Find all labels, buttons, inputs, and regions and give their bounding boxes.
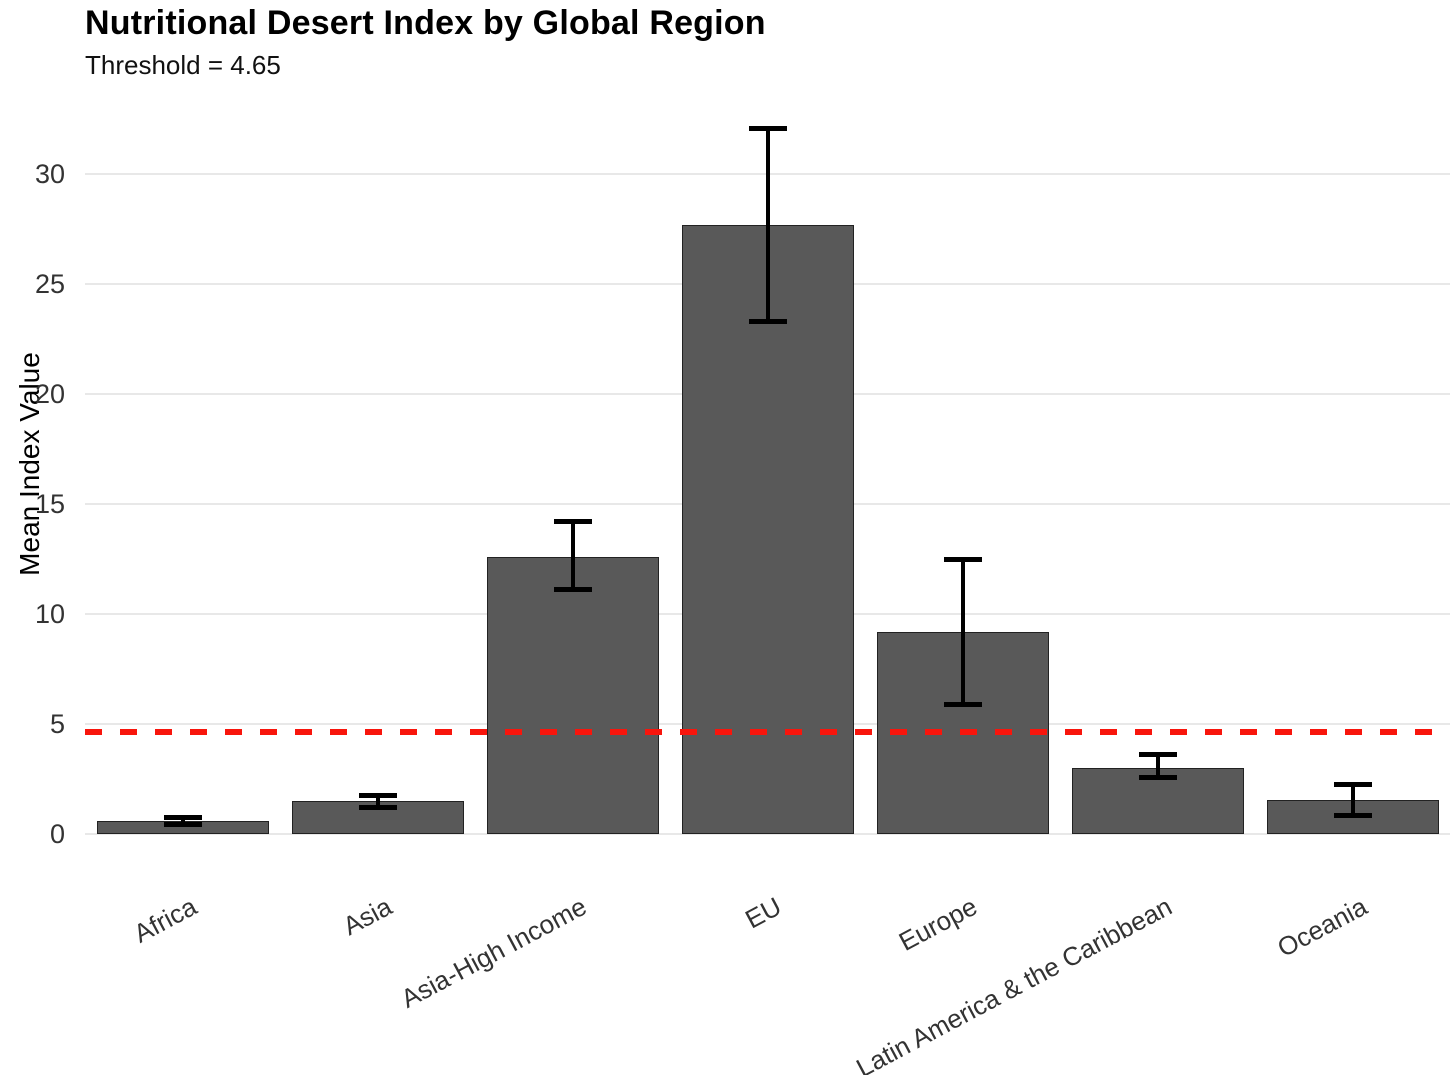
- error-bar-cap-top-2: [553, 519, 592, 525]
- y-tick-label-20: 20: [34, 379, 65, 410]
- error-bar-cap-bottom-3: [748, 319, 787, 325]
- error-bar-cap-bottom-4: [943, 701, 982, 707]
- error-bar-stem-5: [1155, 754, 1160, 778]
- error-bar-cap-bottom-1: [358, 805, 397, 811]
- y-tick-label-25: 25: [34, 269, 65, 300]
- x-tick-label-0: Africa: [128, 891, 202, 949]
- chart-title: Nutritional Desert Index by Global Regio…: [85, 4, 766, 42]
- error-bar-stem-2: [570, 521, 575, 590]
- chart-subtitle: Threshold = 4.65: [85, 50, 281, 80]
- error-bar-cap-top-0: [163, 815, 202, 821]
- error-bar-stem-1: [375, 795, 380, 808]
- x-tick-label-2: Asia-High Income: [396, 891, 592, 1014]
- x-tick-label-6: Oceania: [1271, 891, 1372, 963]
- threshold-line: [85, 728, 1450, 735]
- plot-area: 0 5 10 15 20 25 30 Africa Asia Asia-High Income EU…: [35, 95, 1450, 1075]
- error-bar-stem-0: [180, 817, 185, 825]
- y-tick-label-10: 10: [34, 599, 65, 630]
- y-tick-label-30: 30: [34, 159, 65, 190]
- error-bar-cap-bottom-0: [163, 821, 202, 827]
- error-bar-cap-top-5: [1138, 752, 1177, 758]
- error-bar-cap-top-6: [1333, 782, 1372, 788]
- x-tick-label-3: EU: [740, 891, 787, 935]
- gridline-y-0: [85, 833, 1450, 835]
- error-bar-cap-bottom-5: [1138, 775, 1177, 781]
- y-tick-label-15: 15: [34, 489, 65, 520]
- x-tick-label-4: Europe: [893, 891, 982, 957]
- error-bar-stem-3: [765, 128, 770, 322]
- y-tick-label-5: 5: [49, 709, 65, 740]
- bar-2: [486, 556, 659, 834]
- error-bar-stem-6: [1350, 784, 1355, 816]
- error-bar-cap-top-4: [943, 556, 982, 562]
- error-bar-stem-4: [960, 559, 965, 705]
- y-tick-label-0: 0: [49, 819, 65, 849]
- x-tick-label-1: Asia: [337, 891, 397, 942]
- error-bar-cap-top-1: [358, 793, 397, 799]
- error-bar-cap-bottom-6: [1333, 812, 1372, 818]
- error-bar-cap-bottom-2: [553, 587, 592, 593]
- error-bar-cap-top-3: [748, 125, 787, 131]
- x-tick-label-5: Latin America & the Caribbean: [851, 891, 1177, 1075]
